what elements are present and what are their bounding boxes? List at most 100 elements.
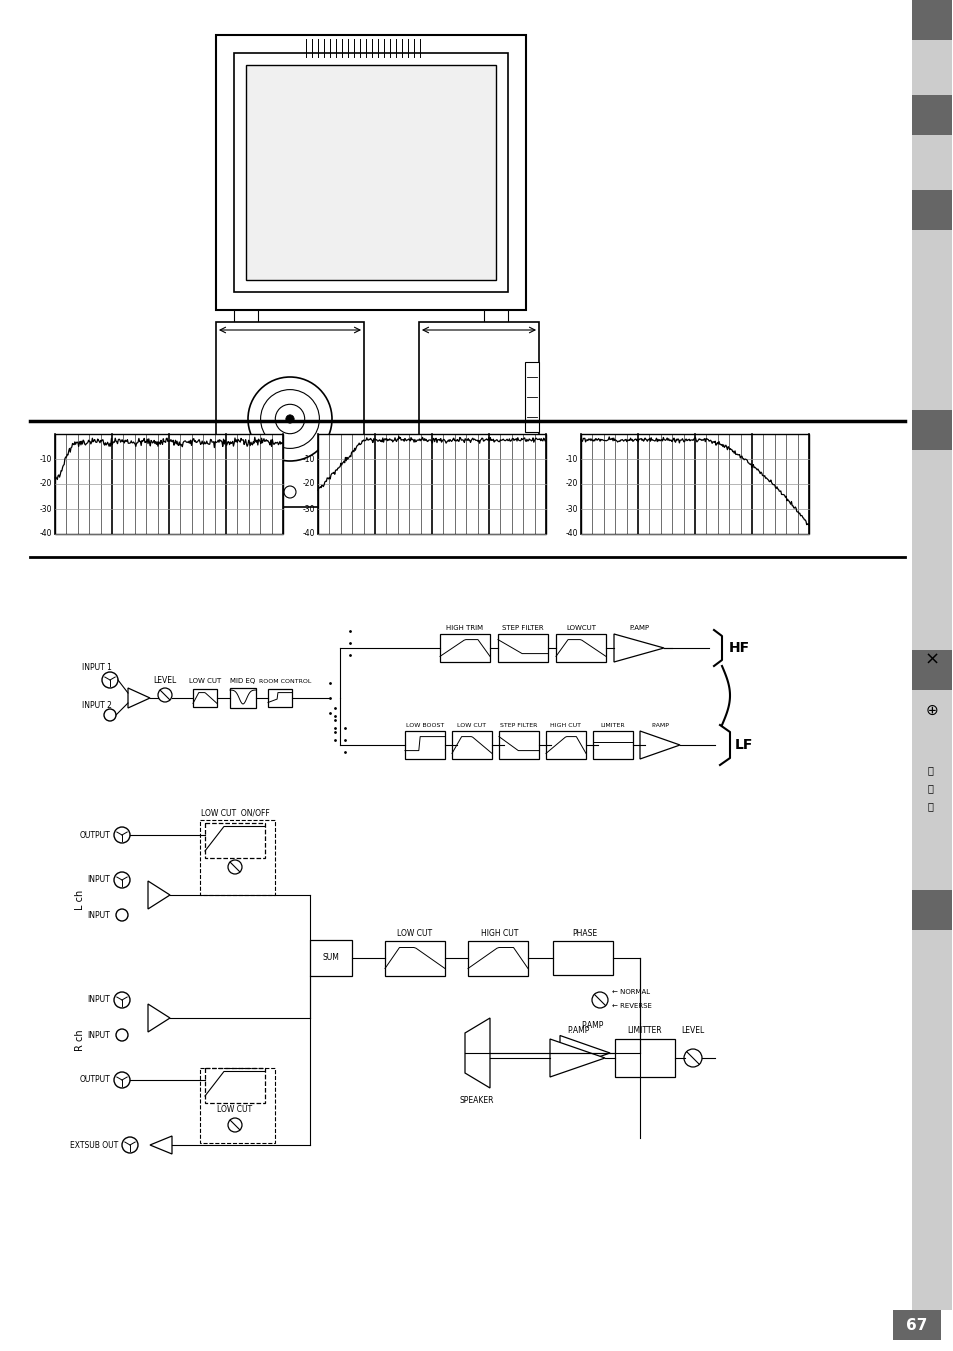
Text: 縦: 縦 <box>926 765 932 775</box>
Text: LIMITER: LIMITER <box>600 723 624 728</box>
Circle shape <box>122 1138 138 1152</box>
Circle shape <box>286 415 294 423</box>
Bar <box>911 929 951 1310</box>
Bar <box>593 731 633 759</box>
Text: -30: -30 <box>565 504 578 513</box>
Bar <box>205 823 265 858</box>
Bar <box>193 689 216 707</box>
Polygon shape <box>148 1004 170 1032</box>
Text: -30: -30 <box>39 504 52 513</box>
Text: -10: -10 <box>565 454 578 463</box>
Text: PHASE: PHASE <box>572 929 597 938</box>
Text: OUTPUT: OUTPUT <box>79 1075 110 1085</box>
Text: 目: 目 <box>926 801 932 811</box>
Text: LOW BOOST: LOW BOOST <box>405 723 444 728</box>
Bar <box>246 65 496 280</box>
Polygon shape <box>614 634 663 662</box>
Bar <box>911 890 951 929</box>
Circle shape <box>113 827 130 843</box>
Text: L ch: L ch <box>75 890 85 911</box>
Text: -20: -20 <box>302 480 314 489</box>
Text: -30: -30 <box>302 504 314 513</box>
Bar <box>498 731 538 759</box>
Bar <box>335 507 355 517</box>
Text: R ch: R ch <box>75 1029 85 1051</box>
Text: INPUT: INPUT <box>87 911 110 920</box>
Bar <box>524 362 538 432</box>
Bar <box>497 634 547 662</box>
Text: LOW CUT  ON/OFF: LOW CUT ON/OFF <box>200 808 269 817</box>
Bar <box>556 634 605 662</box>
Circle shape <box>104 709 116 721</box>
Bar <box>233 309 257 322</box>
Bar <box>317 434 545 534</box>
Text: STEP FILTER: STEP FILTER <box>501 626 543 631</box>
Text: P.AMP: P.AMP <box>628 626 648 631</box>
Circle shape <box>102 671 118 688</box>
Text: P.AMP: P.AMP <box>566 1025 589 1035</box>
Bar <box>911 41 951 95</box>
Bar <box>233 53 507 292</box>
Circle shape <box>116 909 128 921</box>
Circle shape <box>113 871 130 888</box>
Circle shape <box>228 861 242 874</box>
Polygon shape <box>148 881 170 909</box>
Text: LOW CUT: LOW CUT <box>189 678 221 684</box>
Text: LOWCUT: LOWCUT <box>565 626 596 631</box>
Bar <box>215 35 525 309</box>
Circle shape <box>592 992 607 1008</box>
Bar <box>55 434 283 534</box>
Bar <box>200 820 274 894</box>
Bar <box>892 1310 940 1340</box>
Text: 書: 書 <box>926 784 932 793</box>
Text: OUTPUT: OUTPUT <box>79 831 110 839</box>
Text: HIGH TRIM: HIGH TRIM <box>446 626 483 631</box>
Text: -10: -10 <box>40 454 52 463</box>
Bar <box>468 940 527 975</box>
Bar <box>405 731 444 759</box>
Text: -40: -40 <box>39 530 52 539</box>
Text: LIMITTER: LIMITTER <box>627 1025 661 1035</box>
Text: ROOM CONTROL: ROOM CONTROL <box>258 680 311 684</box>
Bar <box>911 0 951 41</box>
Bar <box>452 731 492 759</box>
Bar <box>483 309 507 322</box>
Bar <box>911 450 951 650</box>
Circle shape <box>284 486 295 499</box>
Bar <box>423 507 443 517</box>
Text: HIGH CUT: HIGH CUT <box>481 929 518 938</box>
Bar <box>205 1069 265 1102</box>
Text: ← REVERSE: ← REVERSE <box>612 1002 651 1009</box>
Bar <box>224 507 244 517</box>
Text: LEVEL: LEVEL <box>153 676 176 685</box>
Text: MID EQ: MID EQ <box>230 678 255 684</box>
Bar <box>911 135 951 190</box>
Bar <box>911 650 951 690</box>
Bar <box>580 434 808 534</box>
Text: -40: -40 <box>565 530 578 539</box>
Polygon shape <box>559 1035 609 1070</box>
Polygon shape <box>464 1019 490 1088</box>
Bar <box>911 95 951 135</box>
Bar <box>911 690 951 890</box>
Bar <box>553 942 613 975</box>
Circle shape <box>228 1119 242 1132</box>
Text: INPUT 1: INPUT 1 <box>82 663 112 673</box>
Text: LOW CUT: LOW CUT <box>456 723 486 728</box>
Text: ⊕: ⊕ <box>924 703 938 717</box>
Polygon shape <box>550 1039 604 1077</box>
Text: 67: 67 <box>905 1317 926 1332</box>
Text: LOW CUT: LOW CUT <box>217 1105 253 1115</box>
Text: INPUT: INPUT <box>87 1031 110 1039</box>
Bar <box>230 688 255 708</box>
Polygon shape <box>128 688 150 708</box>
Circle shape <box>113 992 130 1008</box>
Bar <box>911 190 951 230</box>
Bar <box>514 507 534 517</box>
Bar <box>911 409 951 450</box>
Text: HF: HF <box>728 640 749 655</box>
Bar <box>310 940 352 975</box>
Bar <box>615 1039 675 1077</box>
Polygon shape <box>639 731 679 759</box>
Text: SUM: SUM <box>322 954 339 962</box>
